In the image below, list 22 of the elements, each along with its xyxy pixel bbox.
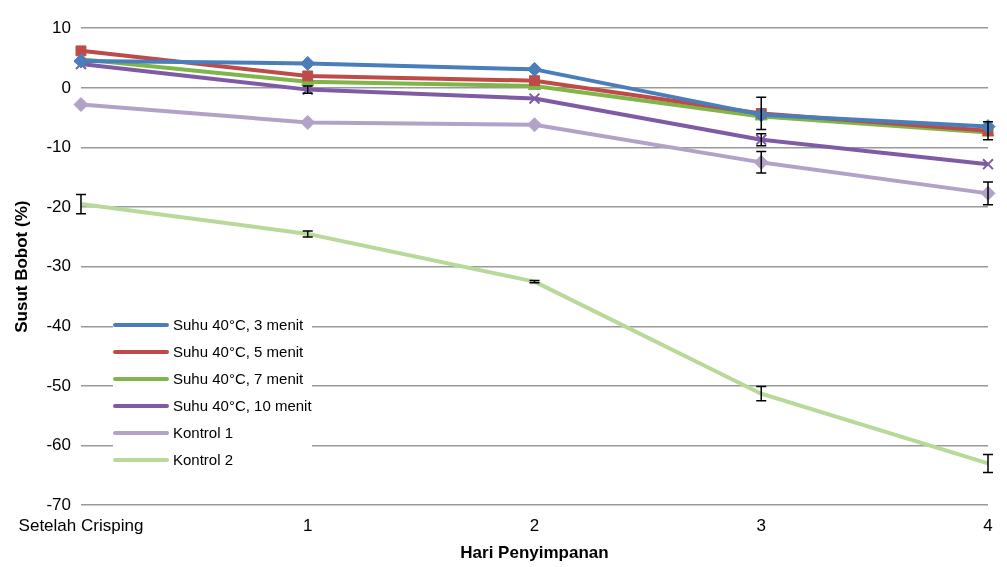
y-tick-label: -60 bbox=[46, 435, 71, 455]
x-tick-label: 1 bbox=[302, 516, 313, 536]
x-axis-title: Hari Penyimpanan bbox=[460, 543, 609, 563]
legend-label: Kontrol 1 bbox=[173, 424, 234, 441]
y-tick-label: 0 bbox=[61, 77, 71, 97]
y-axis-title: Susut Bobot (%) bbox=[11, 200, 31, 333]
y-tick-label: -50 bbox=[46, 375, 71, 395]
legend-label: Suhu 40°C, 3 menit bbox=[173, 316, 304, 333]
y-tick-label: -40 bbox=[46, 316, 71, 336]
x-tick-label: Setelah Crisping bbox=[18, 516, 144, 536]
x-tick-label: 3 bbox=[756, 516, 766, 536]
y-tick-label: 10 bbox=[52, 17, 71, 37]
y-tick-label: -20 bbox=[46, 196, 71, 216]
y-tick-label: -70 bbox=[46, 494, 71, 514]
x-tick-label: 4 bbox=[983, 516, 993, 536]
legend-label: Suhu 40°C, 5 menit bbox=[173, 343, 304, 360]
y-tick-label: -10 bbox=[46, 137, 71, 157]
x-tick-label: 2 bbox=[529, 516, 540, 536]
legend-label: Kontrol 2 bbox=[173, 451, 234, 468]
y-tick-label: -30 bbox=[46, 256, 71, 276]
legend-label: Suhu 40°C, 10 menit bbox=[173, 397, 312, 414]
legend-label: Suhu 40°C, 7 menit bbox=[173, 370, 304, 387]
